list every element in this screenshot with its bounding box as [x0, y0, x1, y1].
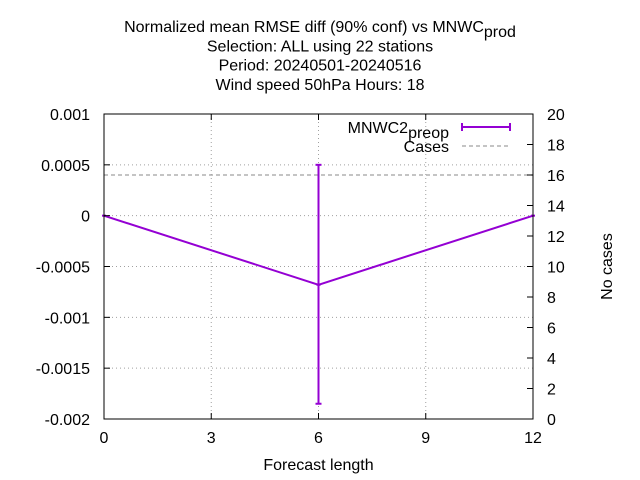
right-y-axis-label: No cases: [599, 233, 616, 300]
legend-label-mnwc2-part: reop: [417, 125, 449, 142]
x-axis-label: Forecast length: [263, 457, 373, 474]
y-tick-label: -0.0015: [36, 361, 90, 378]
title-line-part: Period: 20240501-20240516: [219, 58, 422, 75]
y2-tick-label: 8: [547, 290, 556, 307]
legend-label-mnwc2-part: MNWC2: [348, 120, 409, 137]
y2-tick-label: 10: [547, 260, 565, 277]
y-tick-label: -0.001: [45, 310, 90, 327]
rmse-series: [102, 163, 535, 405]
title-line-part: Selection: ALL using 22 stations: [207, 38, 433, 55]
y2-tick-label: 12: [547, 229, 565, 246]
title-line: Period: 20240501-20240516: [219, 58, 422, 75]
y2-tick-label: 6: [547, 321, 556, 338]
y2-tick-label: 20: [547, 107, 565, 124]
legend-label-mnwc2-subscript: p: [408, 125, 417, 142]
y2-tick-label: 14: [547, 199, 565, 216]
title-line-subscript: p: [484, 24, 493, 41]
title-line-part: Wind speed 50hPa Hours: 18: [215, 77, 424, 94]
title-line: Normalized mean RMSE diff (90% conf) vs …: [124, 19, 516, 41]
x-tick-label: 6: [314, 430, 323, 447]
y-tick-label: 0.001: [50, 107, 90, 124]
title-line: Wind speed 50hPa Hours: 18: [215, 77, 424, 94]
axes: 0 3 6 9 12 -0.002 -0.0015 -0.001 -0.0005 0 0.0005 0…: [36, 107, 565, 447]
y-tick-label: 0.0005: [41, 158, 90, 175]
y-tick-label: 0: [81, 209, 90, 226]
x-tick-label: 0: [100, 430, 109, 447]
y2-tick-label: 4: [547, 351, 556, 368]
y2-tick-label: 16: [547, 168, 565, 185]
title-line-part: rod: [493, 24, 516, 41]
y2-tick-label: 0: [547, 412, 556, 429]
y2-tick-label: 18: [547, 138, 565, 155]
y-tick-label: -0.002: [45, 412, 90, 429]
chart-title: Normalized mean RMSE diff (90% conf) vs …: [124, 19, 516, 94]
title-line: Selection: ALL using 22 stations: [207, 38, 433, 55]
x-tick-label: 9: [421, 430, 430, 447]
legend-label-mnwc2: MNWC2preop: [348, 120, 449, 142]
x-tick-label: 12: [524, 430, 542, 447]
legend-label-cases: Cases: [404, 139, 449, 156]
x-tick-label: 3: [207, 430, 216, 447]
title-line-part: Normalized mean RMSE diff (90% conf) vs …: [124, 19, 484, 36]
y2-tick-label: 2: [547, 382, 556, 399]
y-tick-label: -0.0005: [36, 260, 90, 277]
